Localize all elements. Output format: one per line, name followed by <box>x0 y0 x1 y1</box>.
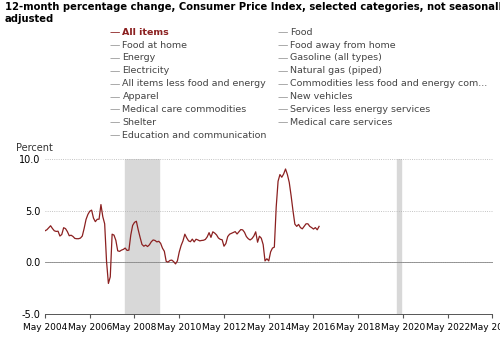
Text: Services less energy services: Services less energy services <box>290 105 430 114</box>
Text: —: — <box>110 117 120 127</box>
Text: 12-month percentage change, Consumer Price Index, selected categories, not seaso: 12-month percentage change, Consumer Pri… <box>5 2 500 12</box>
Text: adjusted: adjusted <box>5 14 54 24</box>
Text: Medical care services: Medical care services <box>290 118 392 127</box>
Text: —: — <box>278 27 288 37</box>
Text: —: — <box>110 40 120 50</box>
Text: —: — <box>278 66 288 76</box>
Text: Apparel: Apparel <box>122 92 159 101</box>
Text: —: — <box>278 104 288 115</box>
Bar <box>398 159 401 314</box>
Text: —: — <box>278 117 288 127</box>
Bar <box>125 159 158 314</box>
Text: —: — <box>278 40 288 50</box>
Text: —: — <box>110 66 120 76</box>
Text: Commodities less food and energy com...: Commodities less food and energy com... <box>290 79 488 88</box>
Text: All items: All items <box>122 28 169 37</box>
Text: —: — <box>110 92 120 102</box>
Text: —: — <box>110 53 120 63</box>
Text: —: — <box>110 130 120 140</box>
Text: Shelter: Shelter <box>122 118 156 127</box>
Text: —: — <box>278 92 288 102</box>
Text: —: — <box>110 27 120 37</box>
Text: Education and communication: Education and communication <box>122 131 267 140</box>
Text: Energy: Energy <box>122 54 156 62</box>
Text: Natural gas (piped): Natural gas (piped) <box>290 66 382 75</box>
Text: Food: Food <box>290 28 312 37</box>
Text: Medical care commodities: Medical care commodities <box>122 105 247 114</box>
Text: —: — <box>110 104 120 115</box>
Text: Electricity: Electricity <box>122 66 170 75</box>
Text: —: — <box>110 79 120 89</box>
Text: Percent: Percent <box>16 143 53 153</box>
Text: All items less food and energy: All items less food and energy <box>122 79 266 88</box>
Text: —: — <box>278 53 288 63</box>
Text: New vehicles: New vehicles <box>290 92 352 101</box>
Text: —: — <box>278 79 288 89</box>
Text: Gasoline (all types): Gasoline (all types) <box>290 54 382 62</box>
Text: Food away from home: Food away from home <box>290 41 396 49</box>
Text: Food at home: Food at home <box>122 41 188 49</box>
